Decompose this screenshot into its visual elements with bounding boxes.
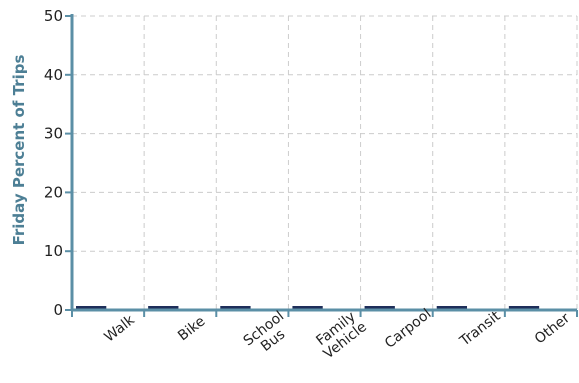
x-tick-label-other: Other [532, 310, 573, 347]
y-tick-label-10: 10 [44, 242, 63, 260]
y-tick-label-50: 50 [44, 7, 63, 25]
bar-walk [76, 306, 107, 309]
x-tick-label-walk: Walk [101, 312, 138, 346]
bars [76, 306, 540, 309]
y-tick-label-0: 0 [53, 301, 63, 319]
x-tick-label-transit: Transit [456, 308, 504, 350]
bar-carpool [364, 306, 395, 309]
bar-other [508, 306, 540, 309]
bar-bike [148, 306, 179, 309]
y-tick-labels: 0 10 20 30 40 50 [44, 7, 63, 319]
y-axis-title: Friday Percent of Trips [10, 55, 28, 246]
bar-family-vehicle [292, 306, 323, 309]
bar-transit [436, 306, 468, 309]
y-tick-label-20: 20 [44, 183, 63, 201]
x-tick-label-bike: Bike [175, 313, 208, 344]
bar-school-bus [220, 306, 251, 309]
axes [65, 14, 578, 317]
x-tick-label-carpool: Carpool [382, 306, 434, 352]
y-tick-label-30: 30 [44, 125, 63, 143]
grid [72, 15, 578, 310]
x-tick-labels: Walk Bike SchoolBus FamilyVehicle Carpool Tra… [101, 306, 573, 362]
y-tick-label-40: 40 [44, 66, 63, 84]
